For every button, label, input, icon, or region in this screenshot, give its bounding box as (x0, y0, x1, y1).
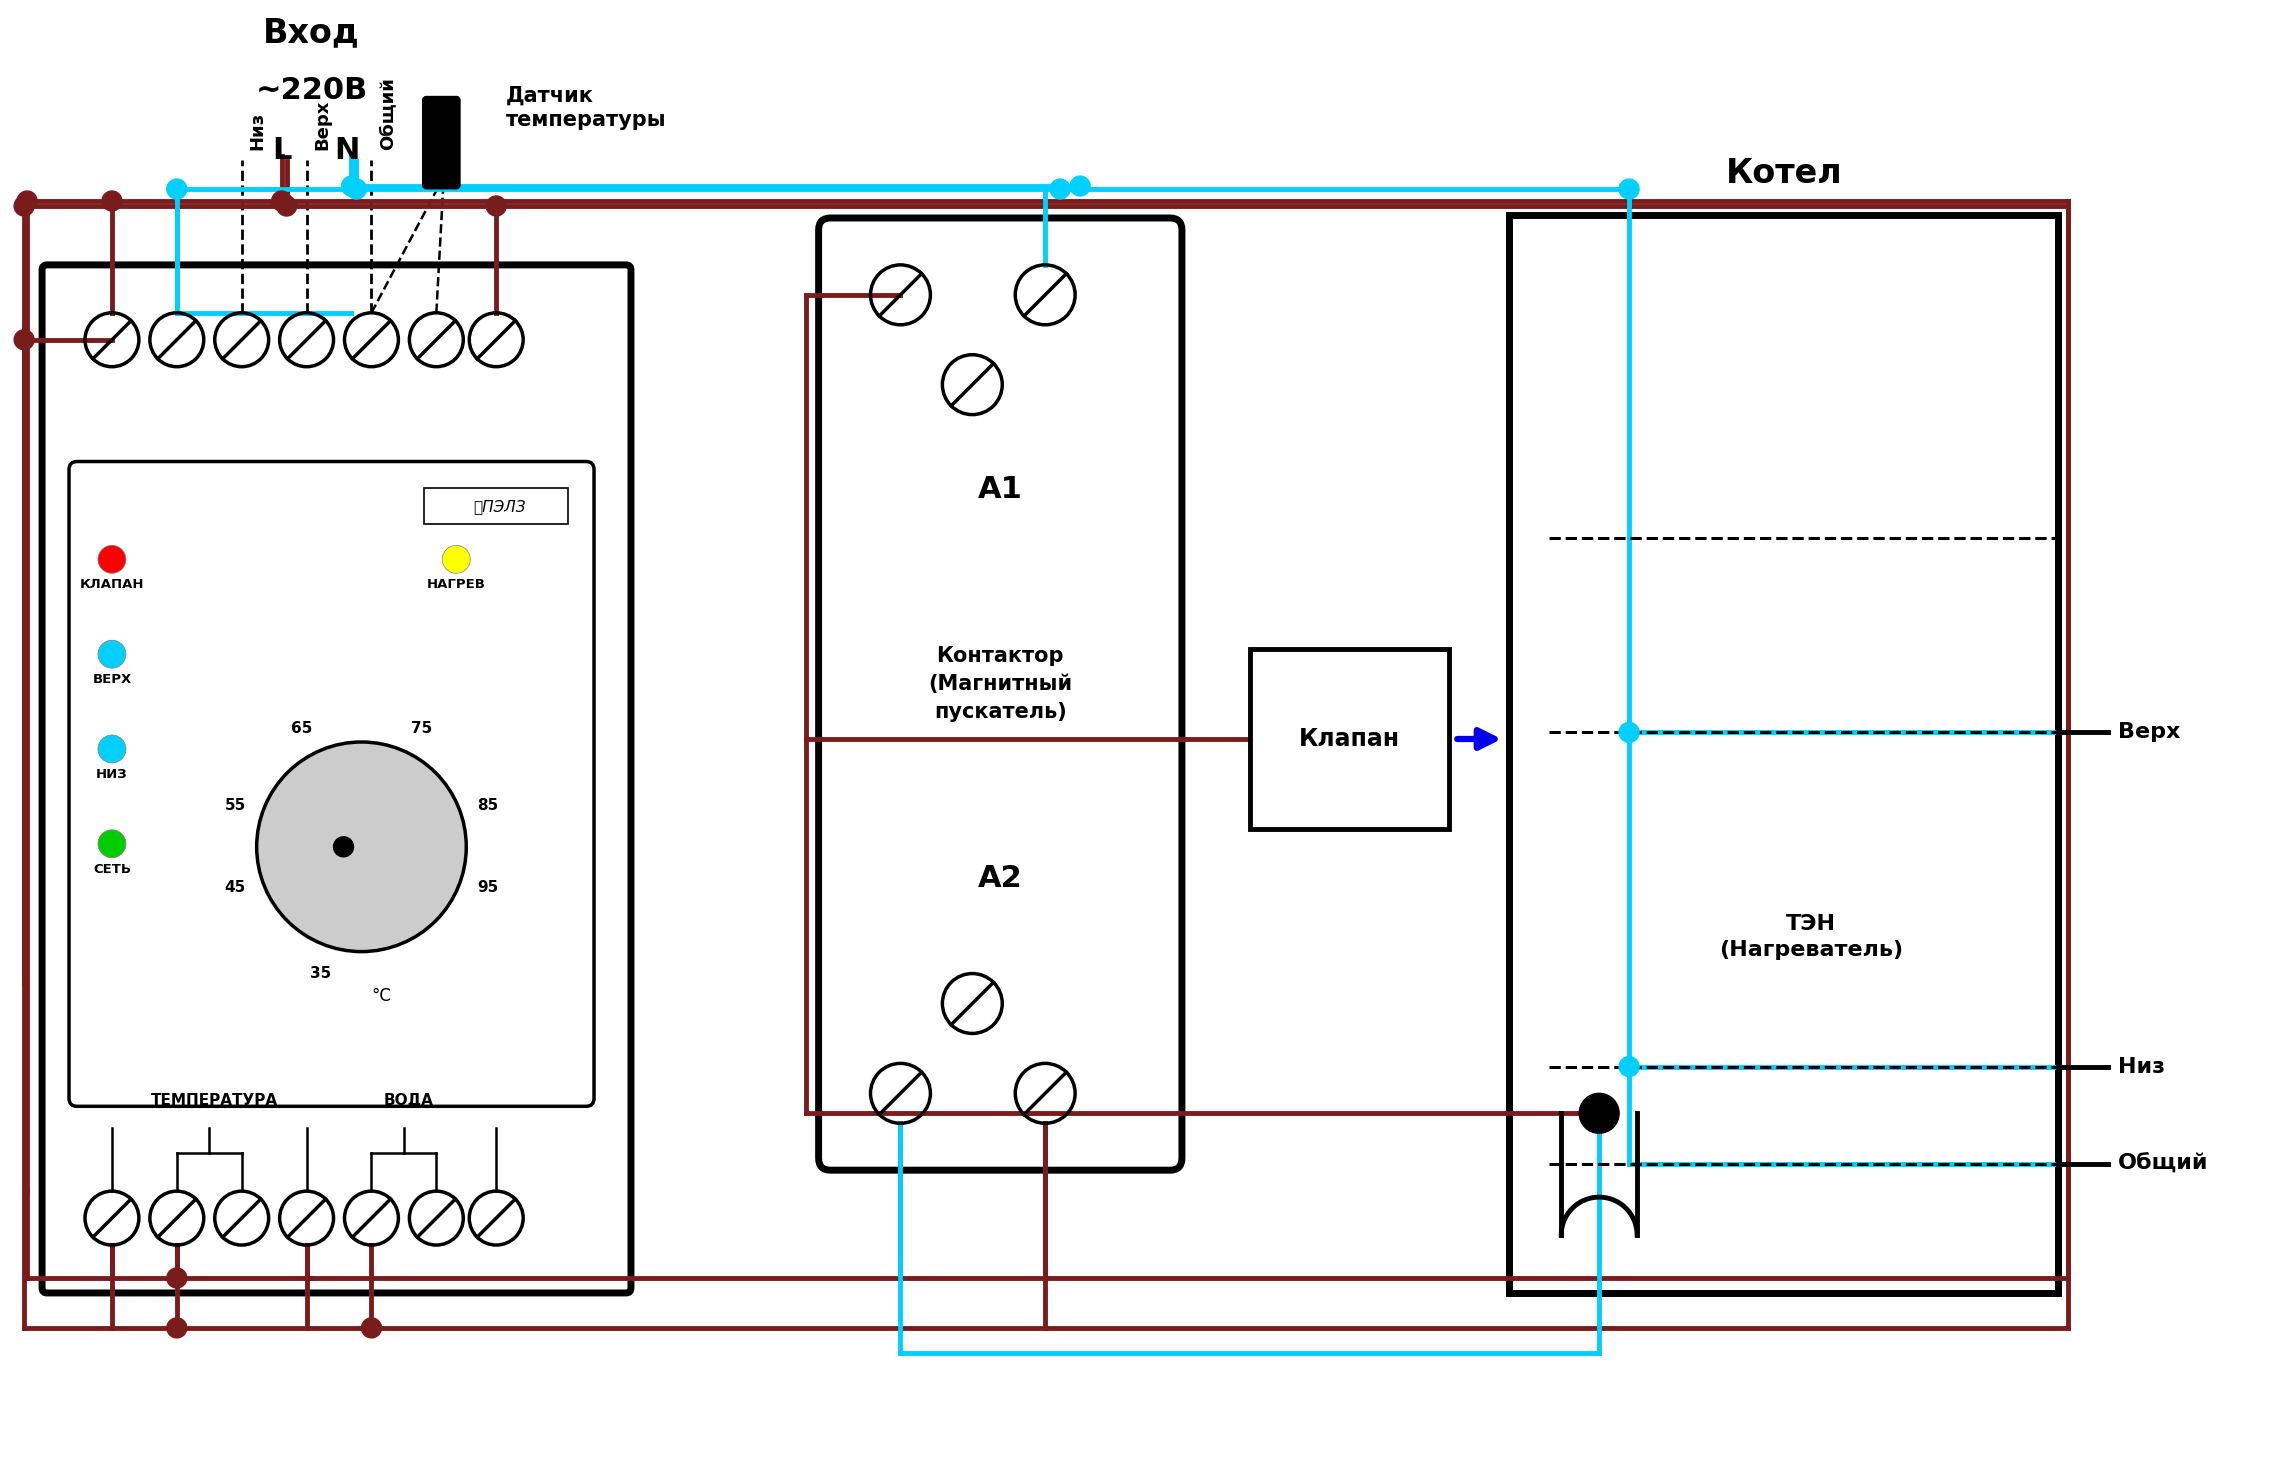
Text: Клапан: Клапан (1300, 728, 1401, 751)
FancyBboxPatch shape (423, 488, 568, 525)
Text: СЕТЬ: СЕТЬ (94, 862, 130, 876)
Circle shape (442, 546, 469, 574)
Text: 55: 55 (224, 799, 245, 813)
Circle shape (98, 640, 126, 669)
Circle shape (341, 176, 362, 197)
Text: 45: 45 (224, 880, 245, 895)
Text: ВЕРХ: ВЕРХ (92, 673, 130, 686)
Text: ВОДА: ВОДА (385, 1093, 435, 1108)
Text: Вход: Вход (263, 16, 359, 49)
Circle shape (98, 735, 126, 763)
Text: 65: 65 (291, 722, 311, 737)
Circle shape (1071, 176, 1090, 197)
Text: А2: А2 (977, 864, 1023, 893)
Text: А1: А1 (977, 475, 1023, 504)
Text: 35: 35 (309, 966, 332, 981)
Circle shape (346, 179, 366, 200)
Circle shape (1618, 179, 1639, 200)
Circle shape (98, 546, 126, 574)
Text: 75: 75 (412, 722, 433, 737)
Circle shape (167, 179, 188, 200)
Text: ТЕМПЕРАТУРА: ТЕМПЕРАТУРА (151, 1093, 277, 1108)
Text: °С: °С (371, 986, 391, 1004)
Text: Контактор
(Магнитный
пускатель): Контактор (Магнитный пускатель) (929, 646, 1071, 722)
Circle shape (14, 330, 34, 349)
Circle shape (1579, 1093, 1618, 1133)
Text: ~220В: ~220В (256, 77, 369, 105)
Text: КЛАПАН: КЛАПАН (80, 578, 144, 592)
Circle shape (98, 830, 126, 858)
Text: Датчик
температуры: Датчик температуры (506, 86, 666, 130)
Bar (1508, 214, 2058, 1293)
Text: Общий: Общий (2117, 1154, 2209, 1174)
Bar (1250, 649, 1449, 828)
FancyBboxPatch shape (41, 265, 632, 1293)
Text: 85: 85 (476, 799, 499, 813)
Circle shape (16, 191, 37, 211)
FancyBboxPatch shape (819, 217, 1181, 1170)
Text: 95: 95 (476, 880, 499, 895)
Circle shape (272, 191, 291, 211)
Text: ⌵ПЭЛЗ: ⌵ПЭЛЗ (474, 498, 526, 513)
Circle shape (1618, 722, 1639, 742)
FancyBboxPatch shape (423, 98, 460, 188)
Circle shape (1618, 1056, 1639, 1077)
Text: НИЗ: НИЗ (96, 768, 128, 781)
Text: N: N (334, 136, 359, 166)
Text: НАГРЕВ: НАГРЕВ (426, 578, 485, 592)
Circle shape (14, 197, 34, 216)
Circle shape (277, 197, 298, 216)
Text: ТЭН
(Нагреватель): ТЭН (Нагреватель) (1719, 914, 1904, 960)
Text: L: L (272, 136, 291, 166)
Circle shape (167, 1268, 188, 1288)
Text: Общий: Общий (378, 77, 396, 149)
Circle shape (256, 742, 467, 951)
Circle shape (103, 191, 121, 211)
Text: Верх: Верх (2117, 722, 2181, 742)
Circle shape (334, 837, 353, 856)
Text: Верх: Верх (314, 99, 332, 149)
Circle shape (167, 1318, 188, 1338)
Text: Котел: Котел (1726, 157, 1843, 189)
Text: Низ: Низ (2117, 1056, 2165, 1077)
Circle shape (485, 197, 506, 216)
Circle shape (362, 1318, 382, 1338)
FancyBboxPatch shape (69, 461, 595, 1106)
Text: Низ: Низ (250, 112, 268, 149)
Circle shape (1051, 179, 1071, 200)
